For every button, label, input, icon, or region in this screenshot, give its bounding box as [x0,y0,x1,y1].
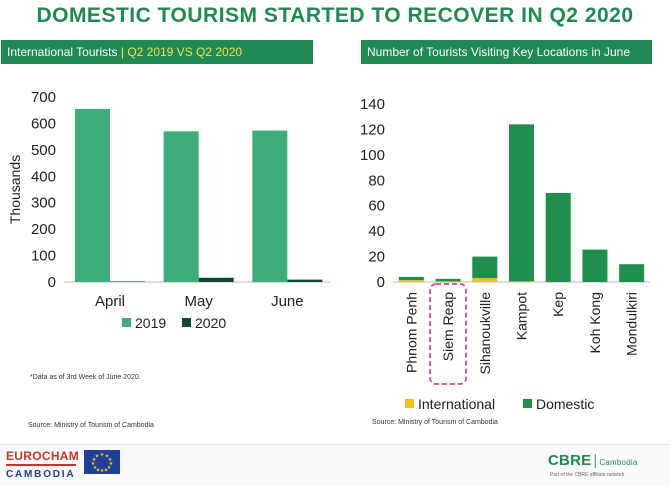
left-legend-swatch-2020 [182,318,191,327]
left-bar-2020-april [110,281,145,282]
right-bar-international-kampot [509,281,534,282]
svg-text:★: ★ [100,468,105,474]
eurocham-logo-stripe [6,464,76,466]
left-y-tick-label: 600 [31,115,56,132]
right-source: Source: Ministry of Tourism of Cambodia [372,419,498,426]
right-x-tick-label: Siem Reap [440,292,456,361]
right-x-tick-label: Koh Kong [587,292,603,354]
eurocham-logo-line1: EUROCHAM [6,449,80,463]
left-bar-2019-june [252,130,288,282]
left-bar-2020-may [198,277,234,282]
right-bar-domestic-koh-kong [582,249,608,282]
svg-text:★: ★ [96,468,101,474]
right-x-tick-label: Phnom Penh [403,292,419,373]
eurocham-logo-line2: CAMBODIA [6,469,76,480]
highlight-box-siem-reap [429,283,468,385]
left-y-tick-label: 0 [48,274,56,291]
cbre-divider: | [593,452,598,469]
left-bar-2020-june [287,279,323,282]
right-bar-domestic-phnom-penh [398,276,424,281]
left-x-tick-label: June [271,293,304,310]
svg-text:★: ★ [92,457,97,463]
cbre-logo: CBRE | Cambodia [548,452,638,469]
right-bar-domestic-kampot [509,124,534,282]
left-header-accent: Q2 2019 VS Q2 2020 [127,45,243,59]
svg-text:★: ★ [100,452,105,458]
data-note: *Data as of 3rd Week of June 2020. [30,374,141,381]
left-bar-2019-may [163,131,199,282]
left-x-tick-label: April [95,293,125,310]
svg-text:★: ★ [105,454,110,460]
right-bar-international-sihanoukville [472,278,498,282]
left-y-tick-label: 500 [31,142,56,159]
left-y-tick-label: 100 [31,248,56,265]
slide-title: DOMESTIC TOURISM STARTED TO RECOVER IN Q… [36,4,634,27]
right-x-tick-label: Sihanoukville [477,292,493,375]
left-header-prefix: International Tourists [7,45,118,59]
left-legend-label: 2019 [135,315,166,331]
right-y-tick-label: 20 [368,249,385,266]
right-legend-label: Domestic [536,396,594,412]
right-bar-domestic-sihanoukville [472,256,498,279]
left-y-tick-label: 700 [31,89,56,106]
svg-text:★: ★ [91,461,96,467]
eurocham-logo: EUROCHAM CAMBODIA [6,449,80,480]
svg-text:★: ★ [107,465,112,471]
right-x-tick-label: Mondulkiri [624,292,640,356]
right-y-tick-label: 120 [360,121,385,138]
left-bar-2019-april [75,108,110,283]
right-y-tick-label: 60 [368,198,385,215]
right-y-tick-label: 100 [360,147,385,164]
left-y-axis-label: Thousands [7,155,23,224]
right-y-tick-label: 40 [368,223,385,240]
svg-text:★: ★ [95,454,100,460]
right-x-tick-label: Kampot [514,292,530,340]
right-bar-domestic-mondulkiri [619,264,645,282]
left-x-tick-label: May [184,293,213,310]
right-bar-international-siem-reap [435,281,461,282]
left-header-separator: | [120,45,128,59]
svg-text:★: ★ [109,461,114,467]
cbre-brand: CBRE [548,452,592,469]
right-y-tick-label: 0 [377,274,385,291]
left-y-tick-label: 400 [31,168,56,185]
right-legend-swatch-international [405,399,414,408]
right-x-tick-label: Kep [550,292,566,317]
right-bar-international-phnom-penh [398,280,424,282]
left-y-tick-label: 300 [31,195,56,212]
cbre-sub: Cambodia [599,458,638,467]
left-legend-swatch-2019 [122,318,131,327]
right-bar-domestic-kep [545,193,571,282]
right-bar-domestic-siem-reap [435,278,461,282]
right-legend-label: International [418,396,495,412]
svg-text:★: ★ [93,465,98,471]
left-y-tick-label: 200 [31,221,56,238]
eu-stars-icon: ★ ★★ ★★★ ★★★ ★★★ [91,452,114,474]
right-chart-header: Number of Tourists Visiting Key Location… [361,40,652,64]
left-chart-header: International Tourists | Q2 2019 VS Q2 2… [1,40,313,64]
left-legend-label: 2020 [195,315,226,331]
eu-flag-icon: ★ ★ ★ ★ ★ ★ ★ ★ ★ ★ ★ ★ [84,450,120,474]
left-source: Source: Ministry of Tourism of Cambodia [28,422,154,429]
svg-text:★: ★ [104,468,109,474]
right-y-tick-label: 80 [368,172,385,189]
cbre-tagline: Part of the CBRE affiliate network [550,472,625,478]
right-y-tick-label: 140 [360,96,385,113]
right-legend-swatch-domestic [523,399,532,408]
svg-text:★: ★ [108,457,113,463]
